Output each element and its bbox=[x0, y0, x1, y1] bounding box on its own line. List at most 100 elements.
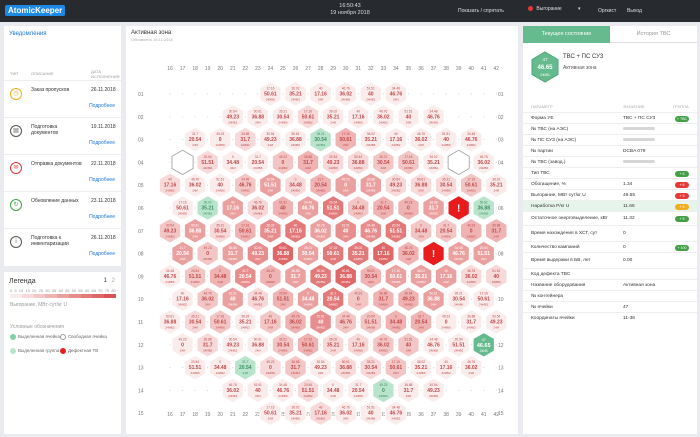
user-link[interactable]: Оргкист bbox=[598, 8, 617, 14]
hex-cell-shape[interactable] bbox=[322, 149, 345, 176]
hex-cell-shape[interactable] bbox=[221, 377, 244, 404]
hex-cell-shape[interactable] bbox=[284, 218, 307, 244]
hex-cell-shape[interactable] bbox=[297, 104, 320, 130]
hex-cell-shape[interactable] bbox=[384, 172, 407, 198]
hex-cell-shape[interactable] bbox=[284, 172, 307, 198]
hex-cell-shape[interactable] bbox=[397, 149, 420, 176]
hex-cell-shape[interactable] bbox=[221, 149, 244, 176]
hex-cell-shape[interactable] bbox=[171, 195, 194, 221]
hex-cell-shape[interactable] bbox=[359, 400, 382, 426]
hex-cell-shape[interactable] bbox=[347, 377, 370, 404]
hex-cell-shape[interactable] bbox=[372, 286, 395, 312]
hex-cell-shape[interactable] bbox=[184, 126, 207, 153]
hex-cell-shape[interactable] bbox=[196, 286, 219, 312]
hex-cell-shape[interactable] bbox=[309, 400, 332, 426]
hex-cell-shape[interactable] bbox=[472, 149, 495, 176]
hex-cell-shape[interactable] bbox=[271, 240, 294, 267]
hex-cell-shape[interactable] bbox=[221, 332, 244, 358]
tab-history[interactable]: История ТВС bbox=[610, 26, 697, 43]
hex-cell-shape[interactable] bbox=[196, 240, 219, 267]
hex-cell-shape[interactable] bbox=[397, 286, 420, 312]
legend-page-2[interactable]: 2 bbox=[111, 278, 115, 284]
hex-cell-shape[interactable] bbox=[384, 400, 407, 426]
hex-cell-shape[interactable] bbox=[334, 400, 357, 426]
logout-link[interactable]: Выход bbox=[627, 8, 642, 14]
hex-cell-shape[interactable] bbox=[246, 377, 269, 404]
hex-cell-shape[interactable] bbox=[322, 195, 345, 221]
hex-cell-shape[interactable] bbox=[472, 286, 495, 312]
hex-cell-shape[interactable] bbox=[384, 81, 407, 107]
hex-cell-shape[interactable] bbox=[447, 149, 470, 176]
hex-cell-shape[interactable] bbox=[259, 400, 282, 426]
hex-cell-shape[interactable] bbox=[209, 263, 232, 290]
hex-cell-shape[interactable] bbox=[259, 309, 282, 335]
hex-cell-shape[interactable] bbox=[297, 377, 320, 404]
hex-cell[interactable]: ! bbox=[447, 195, 470, 221]
hex-cell-shape[interactable] bbox=[271, 149, 294, 176]
legend-page-1[interactable]: 1 bbox=[103, 278, 107, 284]
hex-cell-shape[interactable] bbox=[447, 286, 470, 312]
mode-select[interactable]: Выгорание ▾ bbox=[528, 6, 586, 16]
hex-cell-shape[interactable] bbox=[372, 104, 395, 130]
hex-cell-shape[interactable] bbox=[347, 149, 370, 176]
hex-cell-shape[interactable] bbox=[435, 309, 458, 335]
hex-cell-shape[interactable] bbox=[171, 332, 194, 358]
hex-cell-shape[interactable] bbox=[309, 218, 332, 244]
hex-cell-shape[interactable] bbox=[284, 263, 307, 290]
detail-group-badge[interactable]: + 100 bbox=[675, 244, 689, 251]
hex-cell-shape[interactable] bbox=[309, 309, 332, 335]
hex-cell-shape[interactable] bbox=[271, 332, 294, 358]
hex-cell-shape[interactable] bbox=[359, 354, 382, 381]
hex-cell-shape[interactable] bbox=[159, 218, 181, 244]
hex-cell-shape[interactable] bbox=[485, 218, 508, 244]
hex-cell-shape[interactable] bbox=[271, 195, 294, 221]
hex-cell-shape[interactable] bbox=[259, 354, 282, 381]
hex-cell-shape[interactable] bbox=[372, 377, 395, 404]
hex-cell-shape[interactable] bbox=[209, 354, 232, 381]
hex-cell-shape[interactable] bbox=[409, 126, 433, 153]
